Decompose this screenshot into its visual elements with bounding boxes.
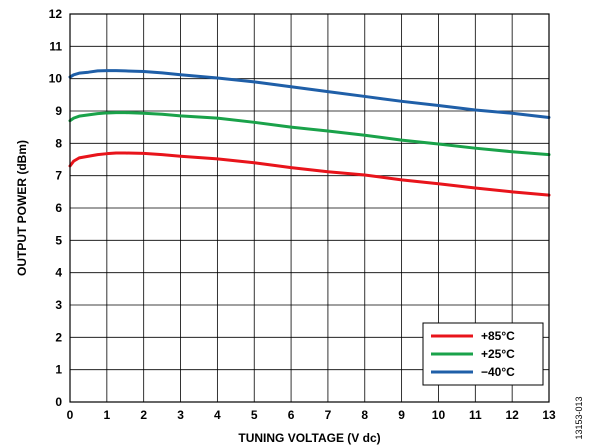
y-tick-label: 7	[55, 169, 62, 183]
y-tick-label: 3	[55, 298, 62, 312]
y-tick-label: 4	[55, 266, 62, 280]
y-tick-label: 9	[55, 104, 62, 118]
x-tick-label: 5	[251, 408, 258, 422]
series-line-0	[68, 151, 551, 197]
x-tick-label: 6	[288, 408, 295, 422]
x-tick-label: 0	[67, 408, 74, 422]
x-tick-label: 4	[214, 408, 221, 422]
x-tick-label: 2	[140, 408, 147, 422]
series-lines	[68, 69, 551, 197]
y-tick-label: 6	[55, 201, 62, 215]
series-line-1	[68, 111, 551, 157]
x-axis-title: TUNING VOLTAGE (V dc)	[238, 431, 380, 445]
y-tick-label: 8	[55, 136, 62, 150]
x-tick-label: 11	[469, 408, 482, 422]
series-line-2	[68, 69, 551, 119]
y-tick-label: 1	[55, 363, 62, 377]
x-tick-label: 7	[325, 408, 332, 422]
x-tick-label: 3	[177, 408, 184, 422]
x-tick-labels: 0 1 2 3 4 5 6 7 8 9 10 11 12 13	[67, 408, 556, 422]
y-tick-label: 12	[49, 7, 63, 21]
y-tick-label: 5	[55, 233, 62, 247]
legend-label-1: +25°C	[481, 347, 515, 361]
y-tick-label: 2	[55, 330, 62, 344]
x-tick-label: 1	[104, 408, 111, 422]
y-tick-label: 11	[49, 39, 62, 53]
x-tick-label: 12	[505, 408, 519, 422]
figure-id: 13153-013	[574, 396, 584, 439]
y-axis-title: OUTPUT POWER (dBm)	[15, 140, 29, 276]
y-tick-label: 10	[49, 72, 63, 86]
x-tick-label: 8	[361, 408, 368, 422]
x-tick-label: 9	[398, 408, 405, 422]
legend-label-2: −40°C	[481, 365, 515, 379]
legend-label-0: +85°C	[481, 329, 515, 343]
x-tick-label: 10	[432, 408, 446, 422]
y-tick-label: 0	[55, 395, 62, 409]
legend: +85°C +25°C −40°C	[422, 322, 544, 386]
plot-area-frame	[69, 13, 550, 403]
x-tick-label: 13	[542, 408, 556, 422]
